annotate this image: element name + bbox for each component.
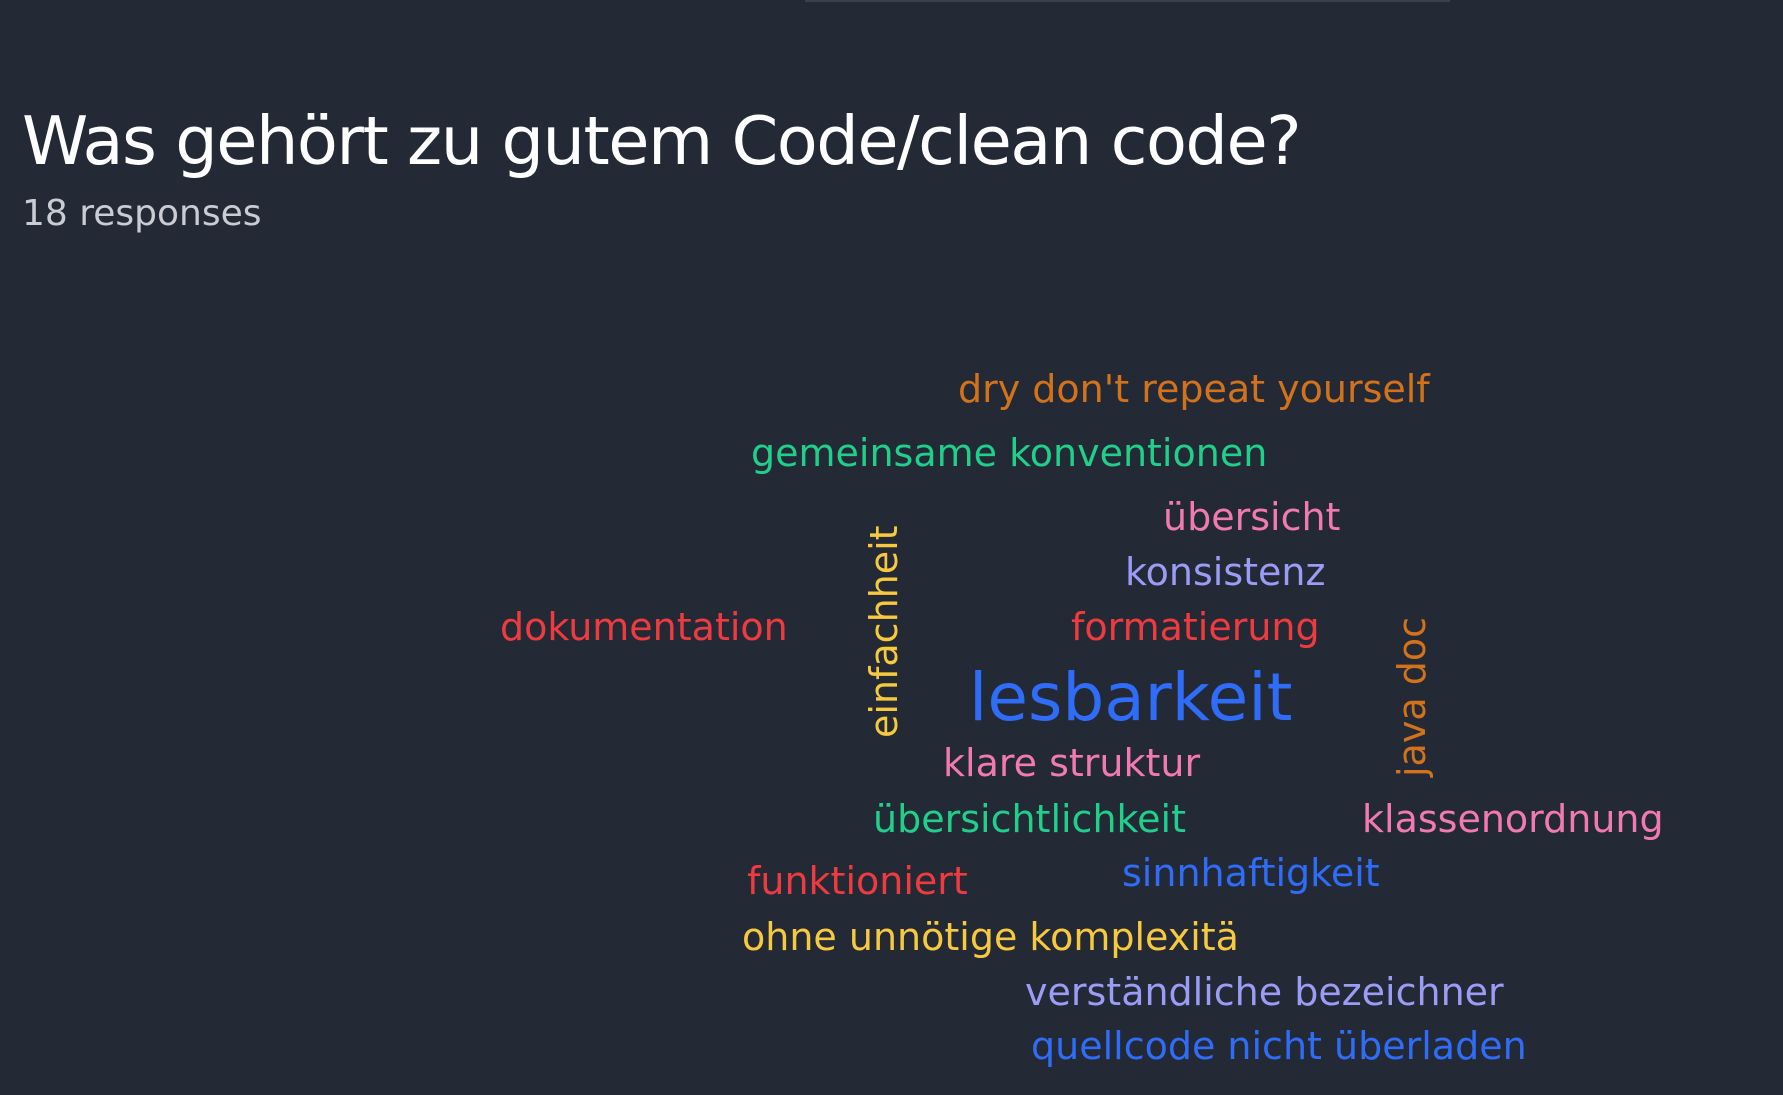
word-cloud-entry: konsistenz (1125, 550, 1326, 594)
word-cloud-entry: lesbarkeit (969, 659, 1293, 736)
word-cloud-entry: übersichtlichkeit (873, 797, 1187, 841)
word-cloud-entry: ohne unnötige komplexitä (742, 915, 1239, 959)
word-cloud-entry: klare struktur (943, 741, 1201, 785)
word-cloud-entry: funktioniert (747, 859, 968, 903)
word-cloud-entry: formatierung (1071, 605, 1320, 649)
word-cloud-entry: verständliche bezeichner (1025, 970, 1504, 1014)
word-cloud-entry: java doc (1390, 617, 1434, 777)
top-divider (805, 0, 1450, 2)
word-cloud-entry: übersicht (1163, 495, 1341, 539)
word-cloud-entry: dry don't repeat yourself (958, 367, 1430, 411)
word-cloud-entry: quellcode nicht überladen (1031, 1024, 1527, 1068)
word-cloud-entry: gemeinsame konventionen (751, 431, 1268, 475)
word-cloud-entry: einfachheit (862, 525, 906, 738)
word-cloud-entry: dokumentation (500, 605, 788, 649)
word-cloud-entry: sinnhaftigkeit (1122, 851, 1380, 895)
word-cloud-entry: klassenordnung (1362, 797, 1664, 841)
response-count: 18 responses (22, 193, 262, 234)
question-title: Was gehört zu gutem Code/clean code? (22, 101, 1302, 180)
